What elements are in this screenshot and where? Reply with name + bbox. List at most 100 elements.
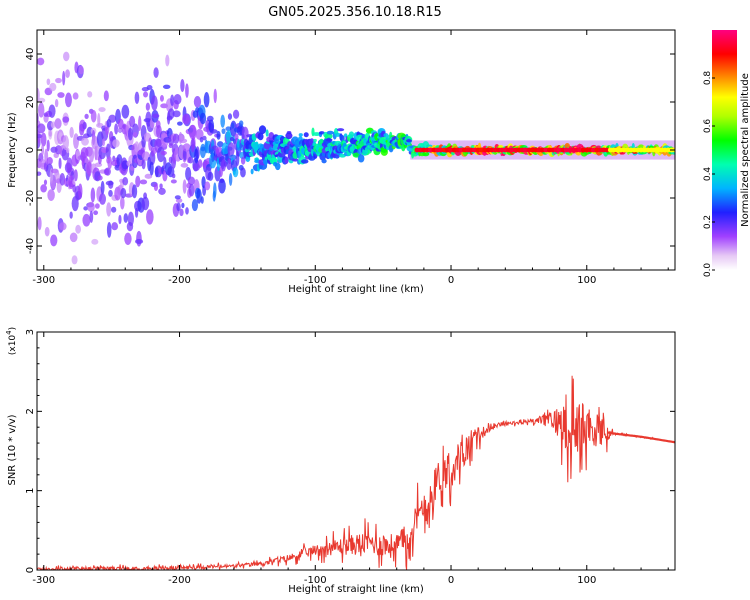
spectrogram-blob (174, 195, 181, 200)
spectrogram-blob (229, 154, 237, 161)
spectrogram-blob (313, 138, 317, 142)
spectrogram-blob (168, 143, 174, 149)
spectrogram-blob (50, 121, 56, 129)
spectrogram-blob (177, 121, 183, 126)
spectrogram-blob (62, 70, 66, 86)
spectrogram-blob (72, 92, 79, 100)
spectrogram-blob (47, 189, 55, 202)
spectrogram-blob (321, 158, 327, 164)
spectrogram-blob (89, 210, 94, 223)
spectrogram-blob (405, 139, 412, 143)
spectrogram-y-label: Frequency (Hz) (7, 112, 18, 188)
snr-axes: -300 -200 -100 0 100 0 1 2 3 (25, 329, 675, 586)
spectrogram-blob (108, 114, 117, 123)
spectrogram-blob (334, 132, 341, 137)
spectrogram-blob (141, 158, 146, 170)
snr-y-label: SNR (10 * v/v) (7, 414, 18, 485)
spectrogram-blob (54, 118, 62, 129)
spectrogram-blob (227, 142, 235, 157)
spectrogram-blob (40, 132, 47, 147)
spectrogram-blob (46, 139, 50, 152)
spectrogram-blob (160, 150, 167, 156)
spectrogram-blob (73, 133, 79, 150)
spectrogram-blob (87, 91, 93, 98)
spectrogram-blob (218, 178, 226, 194)
spectrogram-blob (37, 171, 42, 176)
spectrogram-blob (87, 201, 95, 213)
spectrogram-blob (422, 151, 430, 157)
spectrogram-blob (73, 169, 78, 182)
snr-y-multiplier-base: (x10 (8, 335, 18, 356)
snr-series-tail (606, 431, 676, 444)
spectrogram-blob (132, 131, 138, 138)
spectrogram-blob (204, 181, 211, 191)
snr-y-multiplier-close: ) (8, 327, 18, 331)
spectrogram-blob (312, 132, 321, 137)
spectrogram-blob (43, 179, 48, 186)
spectrogram-blob (78, 183, 83, 199)
spectrogram-blob (213, 182, 217, 199)
spectrogram-blob (99, 193, 107, 205)
spectrogram-blob (116, 154, 123, 167)
colorbar-tick-label: 0.2 (703, 215, 713, 229)
spectrogram-y-tick-label: -20 (25, 190, 36, 206)
spectrogram-blob (149, 161, 154, 176)
colorbar-axes: 0.0 0.2 0.4 0.6 0.8 (703, 71, 715, 277)
spectrogram-blob (69, 232, 78, 243)
spectrogram-blob (146, 209, 154, 225)
spectrogram-blob (159, 95, 164, 102)
spectrogram-blob (75, 224, 82, 234)
spectrogram-blob (175, 198, 183, 203)
spectrogram-blob (357, 154, 365, 163)
spectrogram-blob (38, 102, 45, 118)
spectrogram-blob (216, 130, 221, 140)
snr-y-tick-label: 0 (25, 567, 36, 573)
spectrogram-blob (134, 239, 144, 244)
spectrogram-blob (182, 179, 187, 194)
spectrogram-blob (46, 78, 51, 86)
spectrogram-blob (96, 122, 104, 128)
snr-y-multiplier-exp: 4 (5, 330, 13, 335)
spectrogram-blob (336, 128, 345, 132)
spectrogram-blob (265, 129, 269, 137)
spectrogram-blob (107, 156, 113, 170)
spectrogram-blob (182, 113, 191, 125)
spectrogram-blob (220, 114, 226, 128)
spectrogram-blob (180, 134, 185, 141)
spectrogram-blob (158, 187, 166, 195)
spectrogram-x-tick-label: 0 (448, 275, 454, 286)
chart-title: GN05.2025.356.10.18.R15 (268, 5, 442, 20)
spectrogram-blob (153, 67, 159, 78)
spectrogram-blob (324, 133, 333, 140)
spectrogram-blob (48, 130, 52, 137)
spectrogram-blob (180, 79, 185, 93)
spectrogram-blob (250, 168, 254, 175)
spectrogram-blob (69, 211, 73, 219)
spectrogram-blob (206, 115, 214, 122)
spectrogram-blob (225, 126, 232, 132)
spectrogram-blob (188, 183, 195, 197)
spectrogram-blob (66, 147, 70, 154)
spectrogram-blob (217, 141, 224, 148)
spectrogram-blob (118, 214, 122, 225)
spectrogram-blob (165, 54, 170, 67)
colorbar-tick-label: 0.6 (703, 119, 713, 134)
spectrogram-blob (258, 125, 267, 135)
spectrogram-blob (91, 238, 99, 245)
spectrogram-blob (37, 216, 42, 231)
spectrogram-blob (179, 208, 184, 217)
snr-y-multiplier: (x104) (5, 327, 18, 355)
spectrogram-blob (208, 119, 215, 133)
spectrogram-x-tick-label: -200 (168, 275, 191, 286)
spectrogram-blob (37, 57, 45, 66)
spectrogram-blob (98, 107, 106, 112)
spectrogram-blob (326, 130, 334, 135)
spectrogram-marks (37, 51, 675, 265)
colorbar: 0.0 0.2 0.4 0.6 0.8 Normalized spectral ampl… (703, 30, 750, 277)
spectrogram-blob (136, 230, 142, 247)
spectrogram-blob (97, 175, 103, 181)
spectrogram-blob (232, 167, 239, 178)
spectrogram-blob (153, 183, 159, 192)
